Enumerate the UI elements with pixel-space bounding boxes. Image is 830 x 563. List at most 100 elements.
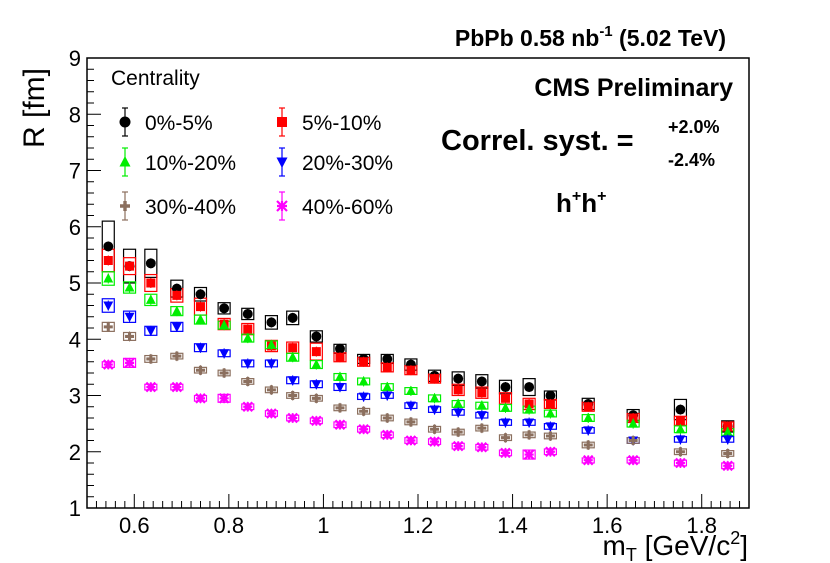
x-tick-label: 1.2 [403, 513, 434, 538]
data-point [429, 392, 440, 403]
data-point [243, 376, 253, 386]
data-point [430, 424, 440, 434]
experiment-label: CMS Preliminary [534, 74, 733, 102]
data-point [103, 301, 114, 311]
data-point [358, 423, 369, 435]
legend-marker [119, 156, 131, 167]
pair-label: h+h+ [556, 188, 606, 218]
data-point [405, 385, 416, 396]
y-tick-label: 2 [69, 440, 81, 465]
data-point [453, 398, 464, 408]
data-point [524, 404, 535, 414]
legend-label: 20%-30% [302, 152, 393, 175]
data-point [311, 331, 322, 342]
data-point [103, 256, 113, 265]
syst-box [241, 307, 255, 321]
data-point [405, 401, 416, 412]
data-point [103, 359, 114, 370]
syst-box [122, 310, 137, 323]
syst-box [217, 302, 231, 315]
data-point [266, 317, 277, 328]
data-point [524, 430, 534, 440]
syst-up: +2.0% [668, 117, 720, 137]
data-point [242, 308, 253, 319]
syst-box [122, 281, 137, 294]
data-point [311, 415, 322, 427]
data-point [124, 357, 135, 369]
y-tick-label: 5 [69, 271, 81, 296]
data-point [334, 419, 346, 431]
y-tick-label: 4 [69, 327, 81, 352]
data-point [545, 446, 556, 458]
data-point [545, 422, 556, 432]
data-point [125, 261, 135, 271]
syst-box [475, 386, 489, 399]
data-point [583, 426, 594, 436]
data-point [171, 322, 182, 333]
data-point [675, 423, 686, 434]
x-tick-label: 0.8 [214, 513, 245, 538]
data-point [195, 393, 206, 404]
data-point [195, 289, 206, 300]
legend-label: 30%-40% [145, 196, 236, 219]
data-point [335, 403, 345, 413]
data-point [477, 388, 487, 398]
data-point [500, 393, 510, 403]
chart-title: PbPb 0.58 nb-1 (5.02 TeV) [455, 23, 726, 51]
data-point [675, 447, 685, 457]
data-point [358, 376, 369, 386]
legend-label: 0%-5% [145, 112, 213, 135]
data-point [675, 457, 686, 469]
data-point [358, 392, 369, 403]
syst-box [101, 271, 115, 286]
data-point [266, 339, 277, 349]
x-axis-label: mT [GeV/c2] [603, 528, 749, 563]
data-point [405, 435, 417, 446]
data-point [287, 312, 298, 323]
data-point [583, 402, 593, 412]
data-point [452, 440, 464, 452]
data-point [171, 305, 182, 316]
y-tick-label: 8 [69, 102, 81, 127]
data-point [266, 385, 276, 395]
legend-label: 40%-60% [302, 196, 393, 219]
y-tick-label: 3 [69, 384, 81, 409]
data-point [430, 374, 440, 384]
legend-marker [276, 157, 288, 168]
data-point [171, 381, 183, 393]
data-point [195, 302, 205, 312]
data-point [381, 429, 393, 441]
data-point [382, 391, 393, 401]
syst-box [451, 383, 465, 397]
syst-box [144, 248, 158, 278]
x-tick-label: 1 [317, 513, 329, 538]
data-point [382, 353, 393, 364]
data-point [124, 282, 135, 292]
data-point [500, 447, 511, 459]
data-point [545, 390, 556, 401]
data-point [287, 412, 298, 424]
data-point [335, 352, 345, 362]
y-tick-label: 7 [69, 159, 81, 184]
syst-box [522, 378, 536, 397]
y-axis-label: R [fm] [18, 68, 51, 148]
data-point [500, 382, 511, 393]
data-point [675, 435, 686, 445]
legend-marker [120, 201, 130, 211]
legend: 0%-5% 5%-10% 10%-20% 20%-30% 30%-40% 40%-60% [119, 107, 393, 221]
legend-marker [119, 116, 131, 128]
data-point [311, 393, 321, 403]
data-point [583, 440, 593, 450]
data-point [524, 418, 535, 428]
data-point [723, 448, 733, 458]
data-point [675, 416, 685, 426]
syst-box [144, 293, 158, 307]
data-point [145, 381, 157, 393]
data-point [477, 423, 487, 433]
data-point [335, 371, 345, 381]
data-point [476, 400, 487, 410]
y-tick-label: 1 [69, 496, 81, 521]
data-point [145, 326, 156, 337]
data-point [500, 418, 511, 428]
x-tick-label: 1.4 [497, 513, 528, 538]
